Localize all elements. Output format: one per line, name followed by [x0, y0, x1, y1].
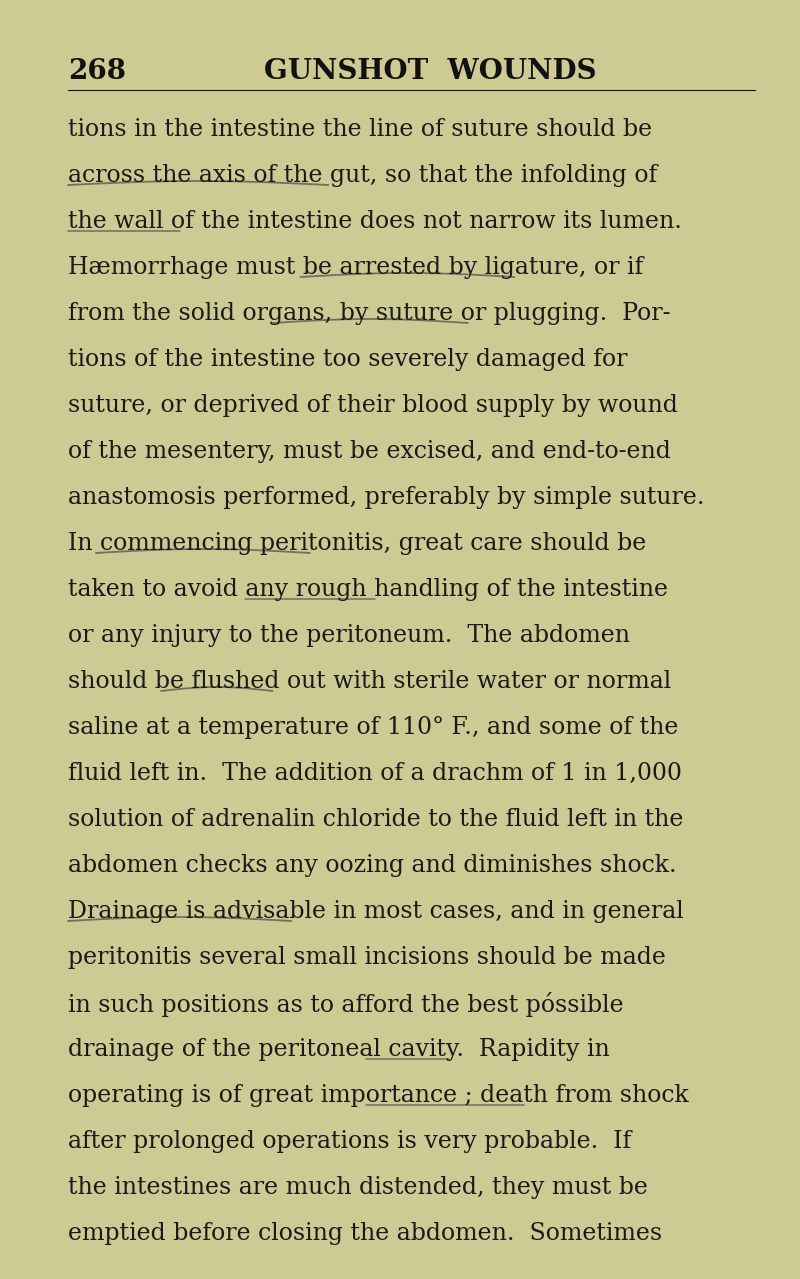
Text: or any injury to the peritoneum.  The abdomen: or any injury to the peritoneum. The abd… [68, 624, 630, 647]
Text: Drainage is advisable in most cases, and in general: Drainage is advisable in most cases, and… [68, 900, 684, 923]
Text: tions in the intestine the line of suture should be: tions in the intestine the line of sutur… [68, 118, 652, 141]
Text: abdomen checks any oozing and diminishes shock.: abdomen checks any oozing and diminishes… [68, 854, 677, 877]
Text: solution of adrenalin chloride to the fluid left in the: solution of adrenalin chloride to the fl… [68, 808, 683, 831]
Text: operating is of great importance ; death from shock: operating is of great importance ; death… [68, 1085, 689, 1108]
Text: taken to avoid any rough handling of the intestine: taken to avoid any rough handling of the… [68, 578, 668, 601]
Text: anastomosis performed, preferably by simple suture.: anastomosis performed, preferably by sim… [68, 486, 705, 509]
Text: Hæmorrhage must be arrested by ligature, or if: Hæmorrhage must be arrested by ligature,… [68, 256, 643, 279]
Text: the wall of the intestine does not narrow its lumen.: the wall of the intestine does not narro… [68, 210, 682, 233]
Text: saline at a temperature of 110° F., and some of the: saline at a temperature of 110° F., and … [68, 716, 678, 739]
Text: the intestines are much distended, they must be: the intestines are much distended, they … [68, 1175, 648, 1198]
Text: GUNSHOT  WOUNDS: GUNSHOT WOUNDS [264, 58, 596, 84]
Text: suture, or deprived of their blood supply by wound: suture, or deprived of their blood suppl… [68, 394, 678, 417]
Text: fluid left in.  The addition of a drachm of 1 in 1,000: fluid left in. The addition of a drachm … [68, 762, 682, 785]
Text: In commencing peritonitis, great care should be: In commencing peritonitis, great care sh… [68, 532, 646, 555]
Text: from the solid organs, by suture or plugging.  Por-: from the solid organs, by suture or plug… [68, 302, 670, 325]
Text: drainage of the peritoneal cavity.  Rapidity in: drainage of the peritoneal cavity. Rapid… [68, 1039, 610, 1062]
Text: tions of the intestine too severely damaged for: tions of the intestine too severely dama… [68, 348, 627, 371]
Text: peritonitis several small incisions should be made: peritonitis several small incisions shou… [68, 946, 666, 969]
Text: after prolonged operations is very probable.  If: after prolonged operations is very proba… [68, 1131, 631, 1152]
Text: should be flushed out with sterile water or normal: should be flushed out with sterile water… [68, 670, 671, 693]
Text: across the axis of the gut, so that the infolding of: across the axis of the gut, so that the … [68, 164, 658, 187]
Text: in such positions as to afford the best póssible: in such positions as to afford the best … [68, 993, 624, 1017]
Text: of the mesentery, must be excised, and end-to-end: of the mesentery, must be excised, and e… [68, 440, 671, 463]
Text: 268: 268 [68, 58, 126, 84]
Text: emptied before closing the abdomen.  Sometimes: emptied before closing the abdomen. Some… [68, 1221, 662, 1244]
